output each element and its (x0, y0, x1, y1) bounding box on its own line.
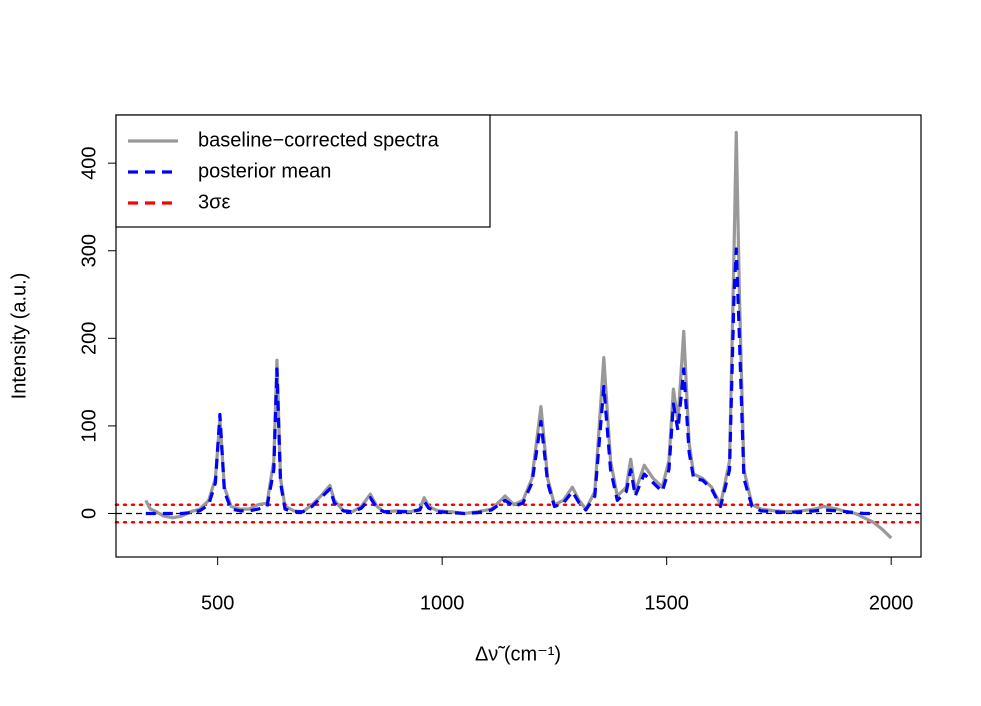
y-tick-label: 200 (78, 322, 100, 355)
x-tick-label: 2000 (869, 592, 914, 614)
legend-label: baseline−corrected spectra (198, 129, 440, 151)
x-tick-label: 1500 (644, 592, 689, 614)
y-axis-title: Intensity (a.u.) (8, 273, 30, 400)
plot-area (114, 130, 923, 540)
x-tick-label: 1000 (420, 592, 465, 614)
legend: baseline−corrected spectra posterior mean… (115, 114, 491, 228)
y-tick-label: 400 (78, 146, 100, 179)
y-tick-label: 100 (78, 409, 100, 442)
legend-label: 3σε (198, 191, 230, 213)
x-axis-title: Δν̃ (cm⁻¹) (475, 643, 561, 665)
legend-label: posterior mean (198, 160, 331, 182)
x-tick-label: 500 (201, 592, 234, 614)
y-tick-label: 300 (78, 234, 100, 267)
series-line (145, 247, 874, 516)
y-tick-label: 0 (78, 508, 100, 519)
legend-box (115, 114, 491, 228)
